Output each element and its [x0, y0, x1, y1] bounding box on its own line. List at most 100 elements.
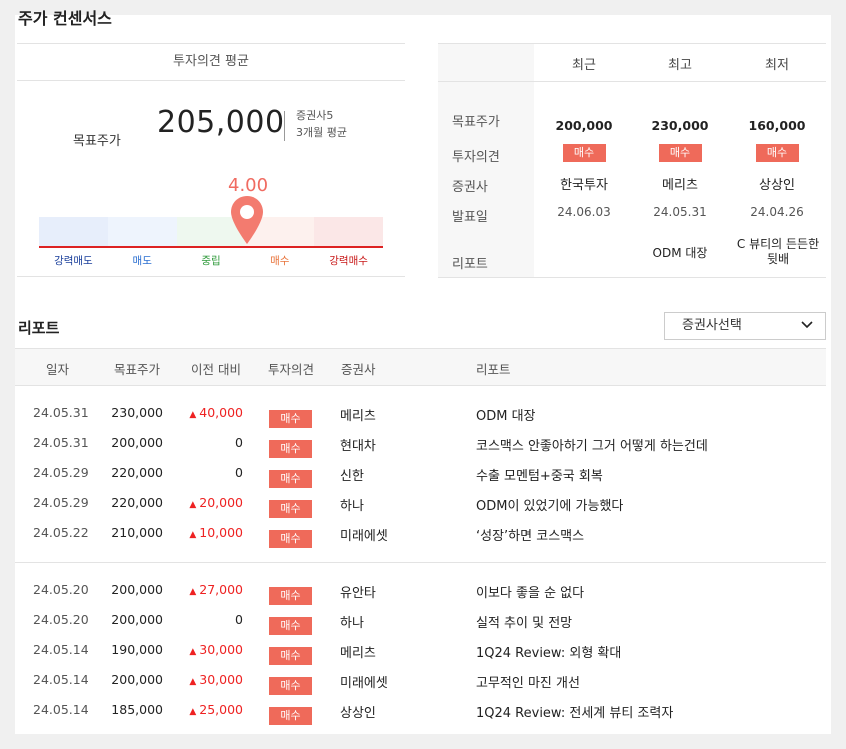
lowest-price: 160,000 [748, 118, 806, 133]
highest-firm: 메리츠 [662, 178, 698, 193]
row-change: ▲ 10,000 [189, 525, 243, 540]
row-target-price: 185,000 [111, 702, 163, 717]
up-triangle-icon: ▲ [189, 677, 197, 687]
row-target-price: 210,000 [111, 525, 163, 540]
scale-sell [107, 217, 177, 246]
buy-badge: 매수 [269, 677, 312, 695]
table-row[interactable]: 24.05.29 220,000 0 매수 신한 수출 모멘텀+중국 회복 [15, 459, 826, 489]
row-opinion: 투자의견 [452, 150, 500, 165]
row-report: 리포트 [452, 257, 488, 272]
row-report-link[interactable]: 1Q24 Review: 외형 확대 [476, 646, 622, 661]
row-report-link[interactable]: 수출 모멘텀+중국 회복 [476, 469, 603, 484]
highest-date: 24.05.31 [653, 205, 707, 219]
row-firm: 메리츠 [340, 646, 376, 661]
row-report-link[interactable]: ODM 대장 [476, 409, 536, 424]
row-report-link[interactable]: 고무적인 마진 개선 [476, 676, 580, 691]
row-target-price: 190,000 [111, 642, 163, 657]
up-triangle-icon: ▲ [189, 707, 197, 717]
recent-firm: 한국투자 [560, 178, 608, 193]
table-row[interactable]: 24.05.14 190,000 ▲ 30,000 매수 메리츠 1Q24 Review: … [15, 636, 826, 666]
up-triangle-icon: ▲ [189, 647, 197, 657]
compare-header-line [438, 81, 826, 82]
table-row[interactable]: 24.05.20 200,000 0 매수 하나 실적 추이 및 전망 [15, 606, 826, 636]
row-change-value: 0 [235, 465, 243, 480]
row-change-value: 30,000 [199, 642, 243, 657]
up-triangle-icon: ▲ [189, 530, 197, 540]
row-firm: 하나 [340, 616, 364, 631]
row-firm: 상상인 [340, 706, 376, 721]
up-triangle-icon: ▲ [189, 500, 197, 510]
row-target-price: 200,000 [111, 435, 163, 450]
row-header-column [438, 44, 534, 277]
header-firm: 증권사 [341, 362, 376, 377]
buy-badge: 매수 [269, 500, 312, 518]
row-change-value: 10,000 [199, 525, 243, 540]
recent-date: 24.06.03 [557, 205, 611, 219]
row-target-price: 목표주가 [452, 115, 500, 130]
row-report-link[interactable]: ODM이 있었기에 가능했다 [476, 499, 624, 514]
scale-label: 중립 [201, 255, 221, 267]
reports-table-header: 일자 목표주가 이전 대비 투자의견 증권사 리포트 [15, 348, 826, 386]
row-date: 24.05.29 [33, 465, 89, 480]
page-title: 주가 컨센서스 [18, 9, 112, 28]
header-target-price: 목표주가 [114, 362, 161, 377]
row-date: 24.05.14 [33, 702, 89, 717]
row-change-value: 30,000 [199, 672, 243, 687]
map-pin-icon [231, 196, 263, 244]
row-date: 발표일 [452, 210, 488, 225]
buy-badge: 매수 [269, 410, 312, 428]
table-row[interactable]: 24.05.14 185,000 ▲ 25,000 매수 상상인 1Q24 Review: … [15, 696, 826, 726]
row-change: ▲ 30,000 [189, 672, 243, 687]
header-opinion: 투자의견 [268, 362, 315, 377]
row-date: 24.05.31 [33, 405, 89, 420]
row-date: 24.05.29 [33, 495, 89, 510]
row-change-value: 0 [235, 435, 243, 450]
row-report-link[interactable]: 이보다 좋을 순 없다 [476, 586, 585, 601]
row-change: 0 [235, 612, 243, 627]
header-report: 리포트 [476, 362, 511, 377]
highest-opinion: 매수 [632, 144, 728, 162]
buy-badge: 매수 [269, 530, 312, 548]
row-firm: 증권사 [452, 180, 488, 195]
row-firm: 유안타 [340, 586, 376, 601]
row-report-link[interactable]: 1Q24 Review: 전세계 뷰티 조력자 [476, 706, 674, 721]
row-firm: 미래에셋 [340, 676, 388, 691]
highest-price: 230,000 [651, 118, 709, 133]
row-firm: 메리츠 [340, 409, 376, 424]
row-report-link[interactable]: ‘성장’하면 코스맥스 [476, 529, 585, 544]
table-row[interactable]: 24.05.29 220,000 ▲ 20,000 매수 하나 ODM이 있었기에 가능했다 [15, 489, 826, 519]
table-row[interactable]: 24.05.31 230,000 ▲ 40,000 매수 메리츠 ODM 대장 [15, 399, 826, 429]
buy-badge: 매수 [755, 144, 799, 162]
row-change: 0 [235, 435, 243, 450]
table-row[interactable]: 24.05.31 200,000 0 매수 현대차 코스맥스 안좋아하기 그거 어떻게 하… [15, 429, 826, 459]
scale-strong-sell [39, 217, 108, 246]
consensus-card: 주가 컨센서스 투자의견 평균 목표주가 205,000 증권사5 3개월 평균… [15, 9, 831, 734]
scale-label: 매도 [132, 255, 152, 267]
row-report-link[interactable]: 실적 추이 및 전망 [476, 616, 573, 631]
opinion-score: 4.00 [228, 175, 269, 196]
table-row[interactable]: 24.05.20 200,000 ▲ 27,000 매수 유안타 이보다 좋을 순 없다 [15, 576, 826, 606]
row-date: 24.05.31 [33, 435, 89, 450]
row-change-value: 25,000 [199, 702, 243, 717]
row-change: ▲ 30,000 [189, 642, 243, 657]
up-triangle-icon: ▲ [189, 587, 197, 597]
row-change: ▲ 25,000 [189, 702, 243, 717]
table-row[interactable]: 24.05.22 210,000 ▲ 10,000 매수 미래에셋 ‘성장’하면 코스맥스 [15, 519, 826, 549]
row-change: 0 [235, 465, 243, 480]
highest-report-link[interactable]: ODM 대장 [652, 246, 708, 260]
row-report-link[interactable]: 코스맥스 안좋아하기 그거 어떻게 하는건데 [476, 439, 708, 454]
firm-select-dropdown[interactable]: 증권사선택 [664, 312, 826, 340]
header-change: 이전 대비 [191, 362, 241, 377]
firm-select-label: 증권사선택 [682, 318, 742, 333]
reports-title: 리포트 [18, 319, 60, 337]
row-target-price: 200,000 [111, 672, 163, 687]
row-target-price: 200,000 [111, 582, 163, 597]
buy-badge: 매수 [562, 144, 606, 162]
lowest-report-link[interactable]: C 뷰티의 든든한 뒷배 [736, 237, 820, 266]
row-change-value: 27,000 [199, 582, 243, 597]
table-row[interactable]: 24.05.14 200,000 ▲ 30,000 매수 미래에셋 고무적인 마진 개선 [15, 666, 826, 696]
column-recent: 최근 [572, 58, 596, 73]
scale-strong-buy [314, 217, 383, 246]
row-change: ▲ 27,000 [189, 582, 243, 597]
column-highest: 최고 [668, 58, 692, 73]
